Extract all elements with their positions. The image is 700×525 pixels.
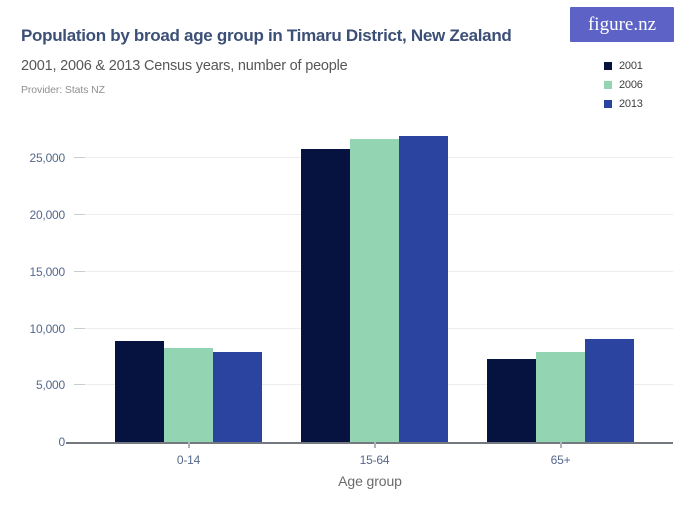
legend-swatch-2006 [604,80,612,89]
y-tick-label-5,000: 5,000 [35,378,65,393]
y-axis-labels: 0 5,000 10,000 15,000 20,000 25,000 [0,130,65,449]
legend-label-2006: 2006 [619,78,643,91]
bar-group-65+ [487,130,634,442]
legend-label-2013: 2013 [619,97,643,110]
x-tick-mark [187,442,190,448]
x-tick-label-65+: 65+ [550,453,571,467]
legend-label-2001: 2001 [619,59,643,72]
x-axis-title: Age group [338,473,402,489]
x-axis-line [66,442,673,444]
y-tick-mark [74,214,85,216]
x-tick-mark [559,442,562,448]
legend-swatch-2013 [604,99,612,108]
bar-2013-15-64 [399,135,448,442]
bar-2001-15-64 [301,148,350,442]
provider-label: Provider: Stats NZ [21,84,105,96]
page-title: Population by broad age group in Timaru … [21,26,512,45]
y-tick-label-20,000: 20,000 [29,208,65,223]
chart-subtitle: 2001, 2006 & 2013 Census years, number o… [21,58,348,74]
bar-2013-0-14 [213,351,262,442]
figurenz-logo[interactable]: figure.nz [570,7,674,42]
x-tick-label-15-64: 15-64 [359,453,390,467]
legend: 2001 2006 2013 [604,56,643,113]
y-tick-mark [74,157,85,159]
y-tick-mark [74,327,85,329]
legend-swatch-2001 [604,61,612,70]
legend-item-2013: 2013 [604,94,643,113]
y-tick-label-15,000: 15,000 [29,264,65,279]
y-tick-label-0: 0 [58,435,66,449]
y-tick-mark [74,384,85,386]
bar-group-15-64 [301,130,448,442]
bar-2001-0-14 [115,341,164,442]
bar-2001-65+ [487,358,536,442]
bar-group-0-14 [115,130,262,442]
bar-2006-15-64 [350,139,399,442]
bar-2006-0-14 [164,347,213,442]
y-tick-label-10,000: 10,000 [29,321,65,336]
x-tick-mark [373,442,376,448]
plot-area: 0-14 15-64 65+ [66,130,673,467]
bar-2006-65+ [536,352,585,442]
legend-item-2006: 2006 [604,75,643,94]
legend-item-2001: 2001 [604,56,643,75]
x-tick-label-0-14: 0-14 [176,453,201,467]
figurenz-logo-text: figure.nz [587,13,657,35]
bar-2013-65+ [585,339,634,442]
y-tick-label-25,000: 25,000 [29,151,65,166]
y-tick-mark [74,270,85,272]
